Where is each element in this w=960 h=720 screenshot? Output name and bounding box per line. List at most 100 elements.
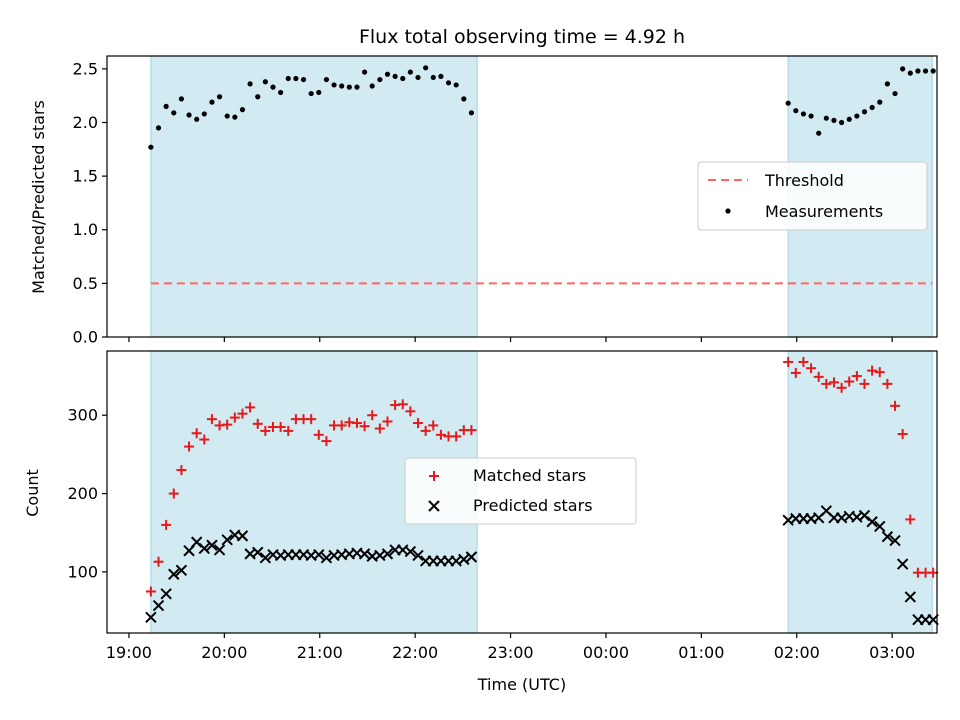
observation-shade — [150, 55, 478, 338]
measurement-point — [808, 113, 814, 119]
predicted-points — [145, 505, 939, 626]
ratio-x-ticks — [128, 337, 893, 342]
legend-matched-label: Matched stars — [473, 466, 586, 485]
predicted-point — [412, 549, 424, 562]
measurement-point — [361, 69, 368, 75]
measurement-point — [354, 84, 360, 90]
matched-point — [161, 519, 172, 530]
predicted-point — [465, 551, 478, 563]
matched-point — [168, 488, 179, 499]
measurement-point — [461, 96, 467, 102]
y-tick-label: 1.5 — [73, 167, 98, 186]
measurement-point — [407, 69, 413, 75]
ratio-y-ticks: 0.0 0.5 1.0 1.5 2.0 2.5 — [73, 59, 107, 347]
matched-point — [451, 431, 462, 442]
predicted-point — [168, 568, 180, 580]
measurement-point — [316, 89, 322, 96]
legend-matched-swatch — [429, 471, 439, 481]
predicted-point — [896, 558, 909, 570]
y-tick-label: 300 — [67, 406, 98, 425]
measurement-point — [854, 113, 860, 119]
measurement-point — [293, 75, 299, 82]
matched-point — [313, 429, 324, 440]
measurement-point — [270, 84, 276, 90]
measurement-points — [148, 65, 936, 150]
matched-point — [428, 420, 439, 431]
x-tick-label: 21:00 — [297, 643, 343, 662]
matched-point — [874, 367, 885, 378]
matched-point — [897, 429, 908, 440]
measurement-point — [907, 70, 913, 76]
y-tick-label: 0.5 — [73, 274, 98, 293]
matched-point — [783, 356, 794, 367]
measurement-point — [423, 65, 429, 71]
measurement-point — [846, 116, 852, 122]
predicted-point — [866, 516, 878, 528]
matched-point — [413, 418, 424, 429]
count-legend-box — [404, 457, 637, 525]
matched-point — [199, 434, 210, 445]
matched-point — [435, 429, 446, 440]
predicted-point — [213, 544, 226, 556]
legend-predicted-swatch — [428, 500, 440, 512]
measurement-point — [430, 74, 436, 81]
measurement-point — [400, 75, 406, 82]
measurement-point — [262, 79, 268, 85]
measurement-point — [438, 73, 444, 79]
matched-point — [851, 371, 862, 382]
matched-point — [351, 418, 362, 429]
measurement-point — [255, 94, 261, 100]
matched-point — [867, 365, 878, 376]
legend-predicted-label: Predicted stars — [473, 496, 593, 515]
measurement-point — [392, 73, 398, 79]
y-tick-label: 1.0 — [73, 220, 98, 239]
matched-point — [245, 402, 256, 413]
measurement-point — [323, 76, 330, 83]
measurement-point — [300, 76, 307, 83]
ratio-legend-box — [697, 161, 928, 231]
matched-point — [844, 376, 855, 387]
x-tick-label: 23:00 — [487, 643, 533, 662]
matched-point — [184, 441, 195, 452]
measurement-point — [232, 114, 238, 120]
legend-measurements-swatch — [725, 208, 731, 214]
matched-point — [397, 399, 408, 410]
ratio-panel: 0.0 0.5 1.0 1.5 2.0 2.5 Matched/Predicted sta… — [29, 55, 938, 347]
predicted-point — [160, 588, 172, 600]
matched-point — [798, 356, 809, 367]
y-tick-label: 100 — [67, 562, 98, 581]
measurement-point — [800, 111, 807, 117]
observation-shades — [150, 55, 933, 338]
matched-point — [229, 412, 240, 423]
measurement-point — [186, 112, 192, 118]
measurement-point — [163, 103, 169, 110]
predicted-point — [259, 552, 272, 564]
measurement-point — [224, 113, 230, 119]
measurement-point — [285, 75, 291, 82]
measurement-point — [216, 94, 223, 100]
matched-point — [821, 378, 832, 389]
predicted-point — [881, 530, 894, 543]
x-tick-label: 00:00 — [583, 643, 629, 662]
matched-point — [466, 425, 477, 436]
count-x-ticks: 19:00 20:00 21:00 22:00 23:00 00:00 01:00 02:00… — [106, 633, 915, 662]
measurement-point — [838, 119, 845, 126]
measurement-point — [785, 100, 791, 106]
measurement-point — [278, 89, 284, 96]
measurement-point — [209, 99, 215, 105]
matched-point — [283, 425, 294, 436]
observation-shade — [787, 350, 933, 634]
measurement-point — [892, 90, 898, 97]
ratio-legend: Threshold Measurements — [697, 161, 928, 231]
x-tick-label: 02:00 — [774, 643, 820, 662]
y-tick-label: 200 — [67, 484, 98, 503]
predicted-point — [145, 611, 157, 624]
x-axis-label: Time (UTC) — [477, 675, 566, 694]
matched-point — [321, 436, 332, 447]
measurement-point — [861, 109, 868, 115]
measurement-point — [823, 115, 829, 121]
matched-point — [382, 416, 393, 427]
measurement-point — [194, 116, 200, 122]
count-y-ticks: 100 200 300 — [67, 406, 107, 581]
